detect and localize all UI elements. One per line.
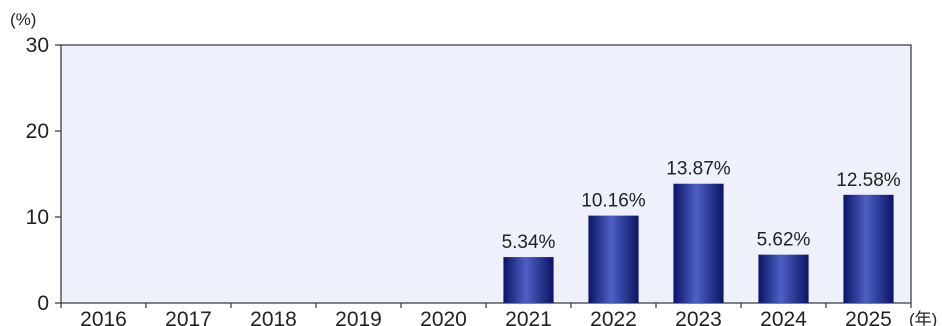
data-label: 12.58%: [836, 170, 901, 191]
data-labels: 5.34% 10.16% 13.87% 5.62% 12.58%: [502, 159, 901, 253]
bar-series: [503, 183, 894, 303]
x-tick-label: 2025: [845, 308, 892, 326]
bar: [673, 183, 724, 303]
x-tick-label: 2023: [675, 308, 722, 326]
bar: [758, 254, 809, 303]
x-tick-label: 2020: [420, 308, 467, 326]
x-tick-label: 2018: [250, 308, 297, 326]
data-label: 5.34%: [502, 232, 556, 253]
x-tick-label: 2022: [590, 308, 637, 326]
y-axis-unit-label: (%): [10, 10, 36, 29]
bar: [588, 215, 639, 303]
y-tick-label: 0: [37, 292, 49, 315]
x-axis-unit-label: (年): [909, 310, 937, 326]
y-tick-label: 10: [26, 206, 49, 229]
bar: [843, 194, 894, 303]
x-tick-label: 2024: [760, 308, 807, 326]
x-tick-label: 2021: [505, 308, 552, 326]
bar: [503, 257, 554, 303]
x-tick-label: 2019: [335, 308, 382, 326]
y-axis: 0 10 20 30: [26, 34, 61, 315]
y-tick-label: 20: [26, 120, 49, 143]
x-axis: 2016 2017 2018 2019 2020 2021 2022 2023 2024 2025: [60, 303, 912, 326]
data-label: 5.62%: [757, 230, 811, 251]
x-tick-label: 2017: [165, 308, 212, 326]
y-tick-label: 30: [26, 34, 49, 57]
data-label: 10.16%: [581, 191, 646, 212]
x-tick-label: 2016: [80, 308, 127, 326]
data-label: 13.87%: [666, 159, 731, 180]
